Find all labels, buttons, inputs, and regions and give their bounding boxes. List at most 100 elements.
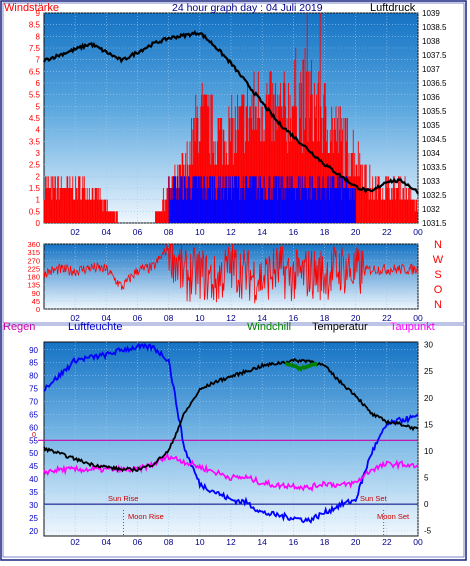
y-left-tick-label: 180 (27, 273, 40, 282)
sun-rise-label: Sun Rise (108, 494, 138, 503)
y-right-tick-label: 1036.5 (422, 79, 447, 88)
x-tick-label: 10 (195, 537, 205, 547)
y-left-tick-label: 1.5 (29, 184, 41, 193)
y-right-tick-label: -5 (424, 527, 432, 536)
y-left-tick-label: 45 (32, 297, 40, 306)
y-left-tick-label: 0.5 (29, 207, 41, 216)
x-tick-label: 18 (320, 227, 330, 237)
panel-wind-pressure (43, 13, 419, 223)
y-left-tick-label: 3.5 (29, 137, 41, 146)
x-tick-label: 02 (70, 227, 80, 237)
y-left-tick-label: 70 (29, 397, 38, 406)
x-tick-label: 20 (351, 313, 361, 323)
x-tick-label: 02 (70, 313, 80, 323)
x-tick-label: 14 (257, 313, 267, 323)
x-tick-label: 22 (382, 227, 392, 237)
windchill-label: Windchill (247, 321, 291, 333)
y-right-tick-label: 1035 (422, 121, 440, 130)
y-left-tick-label: 7 (36, 56, 41, 65)
y-left-tick-label: 0 (36, 219, 41, 228)
direction-label: N (434, 299, 442, 311)
y-left-tick-label: 85 (29, 359, 38, 368)
y-left-tick-label: 270 (27, 256, 40, 265)
y-left-tick-label: 360 (27, 240, 40, 249)
y-right-tick-label: 1033 (422, 177, 440, 186)
x-tick-label: 10 (195, 227, 205, 237)
y-left-tick-label: 2.5 (29, 161, 41, 170)
regen-label: Regen (3, 321, 35, 333)
x-tick-label: 14 (257, 537, 267, 547)
x-tick-label: 16 (289, 313, 299, 323)
y-left-tick-label: 0 (36, 305, 40, 314)
x-tick-label: 20 (351, 227, 361, 237)
y-left-tick-label: 80 (29, 372, 38, 381)
y-left-tick-label: 9 (36, 9, 41, 18)
x-tick-label: 08 (164, 537, 174, 547)
y-left-tick-label: 315 (27, 248, 40, 257)
axes-labels: 00.511.522.533.544.555.566.577.588.59103… (27, 9, 447, 547)
y-left-tick-label: 55 (29, 436, 38, 445)
y-left-tick-label: 50 (29, 449, 38, 458)
y-right-tick-label: 10 (424, 447, 433, 456)
taupunkt-label: Taupunkt (390, 321, 435, 333)
y-right-tick-label: 1035.5 (422, 107, 447, 116)
y-left-tick-label: 30 (29, 501, 38, 510)
y-left-tick-label: 90 (32, 289, 40, 298)
y-right-tick-label: 1036 (422, 93, 440, 102)
x-tick-label: 14 (257, 227, 267, 237)
wind-direction-line (43, 243, 419, 304)
y-right-tick-label: 15 (424, 420, 433, 429)
x-tick-label: 06 (133, 537, 143, 547)
y-left-tick-label: 4 (36, 126, 41, 135)
x-tick-label: 18 (320, 537, 330, 547)
direction-label: N (434, 239, 442, 251)
y-left-tick-label: 2 (36, 172, 41, 181)
y-right-tick-label: 1037 (422, 65, 440, 74)
x-tick-label: 08 (164, 313, 174, 323)
moon-set-label: Moon Set (377, 512, 410, 521)
y-left-tick-label: 20 (29, 527, 38, 536)
y-right-tick-label: 1037.5 (422, 51, 447, 60)
panel-wind-direction (43, 243, 419, 304)
panel-temperature-humidity: Sun Rise Sun Set Moon Rise Moon Set (38, 342, 419, 536)
y-right-tick-label: 1038.5 (422, 23, 447, 32)
y-left-tick-label: 7.5 (29, 44, 41, 53)
y-left-tick-label: 60 (29, 423, 38, 432)
sun-set-label: Sun Set (360, 494, 388, 503)
y-right-tick-label: 0 (424, 500, 429, 509)
temperature-line (43, 357, 419, 473)
y-left-tick-label: 5 (36, 102, 41, 111)
y-left-tick-label: 1 (36, 196, 41, 205)
y-right-tick-label: 1033.5 (422, 163, 447, 172)
windstaerke-label: Windstärke (4, 2, 59, 14)
windchill-line (284, 361, 318, 372)
y-right-tick-label: 20 (424, 394, 433, 403)
y-left-tick-label: 65 (29, 410, 38, 419)
x-tick-label: 00 (413, 313, 423, 323)
y-left-tick-label: 135 (27, 281, 40, 290)
y-left-tick-label: 6.5 (29, 67, 41, 76)
direction-label: W (433, 254, 444, 266)
y-right-tick-label: 1034.5 (422, 135, 447, 144)
x-tick-label: 04 (102, 227, 112, 237)
y-left-tick-label: 35 (29, 488, 38, 497)
y-left-tick-label: 45 (29, 462, 38, 471)
y-right-tick-label: 1032 (422, 205, 440, 214)
y-right-tick-label: 30 (424, 341, 433, 350)
x-tick-label: 06 (133, 227, 143, 237)
x-tick-label: 06 (133, 313, 143, 323)
x-tick-label: 00 (413, 227, 423, 237)
y-right-tick-label: 25 (424, 367, 433, 376)
y-left-tick-label: 8.5 (29, 21, 41, 30)
graph-title: 24 hour graph day : 04 Juli 2019 (172, 2, 323, 14)
moon-rise-label: Moon Rise (128, 512, 164, 521)
y-right-tick-label: 1038 (422, 37, 440, 46)
direction-label: S (434, 269, 441, 281)
pressure-line (43, 30, 419, 195)
x-tick-label: 20 (351, 537, 361, 547)
dewpoint-line (43, 452, 419, 493)
direction-label: O (434, 284, 443, 296)
